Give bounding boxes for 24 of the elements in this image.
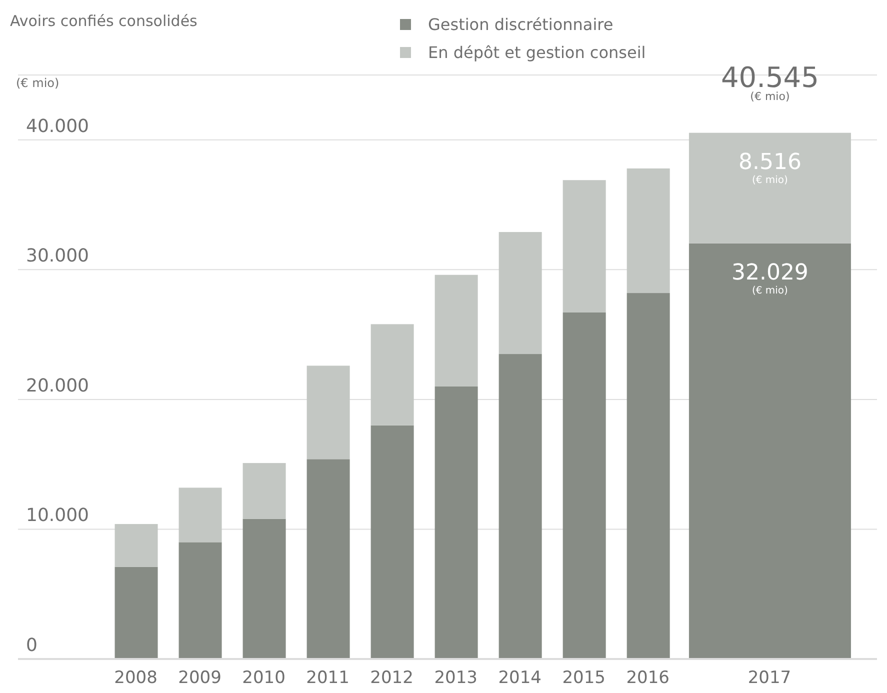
legend-label: En dépôt et gestion conseil xyxy=(428,42,646,62)
x-tick-label: 2011 xyxy=(306,668,350,688)
annotation: (€ mio) xyxy=(752,174,788,186)
x-tick-label: 2010 xyxy=(242,668,286,688)
chart-title: Avoirs confiés consolidés xyxy=(10,12,198,30)
legend-label: Gestion discrétionnaire xyxy=(428,14,614,34)
x-tick-label: 2012 xyxy=(370,668,414,688)
y-tick-label: 20.000 xyxy=(26,375,89,396)
x-tick-label: 2013 xyxy=(434,668,478,688)
x-tick-label: 2014 xyxy=(498,668,542,688)
x-tick-label: 2008 xyxy=(114,668,158,688)
y-tick-label: 10.000 xyxy=(26,505,89,526)
y-tick-label: 30.000 xyxy=(26,246,89,267)
data-label: 8.516 xyxy=(738,150,802,175)
annotation: (€ mio) xyxy=(750,90,790,103)
annotation: (€ mio) xyxy=(752,285,788,296)
y-axis-title: (€ mio) xyxy=(16,76,60,90)
data-label: 32.029 xyxy=(731,260,808,286)
x-tick-label: 2016 xyxy=(626,668,670,688)
y-tick-label: 40.000 xyxy=(26,116,89,137)
x-tick-label: 2017 xyxy=(748,668,792,688)
x-tick-label: 2009 xyxy=(178,668,222,688)
y-tick-label: 0 xyxy=(26,635,38,656)
x-tick-label: 2015 xyxy=(562,668,606,688)
